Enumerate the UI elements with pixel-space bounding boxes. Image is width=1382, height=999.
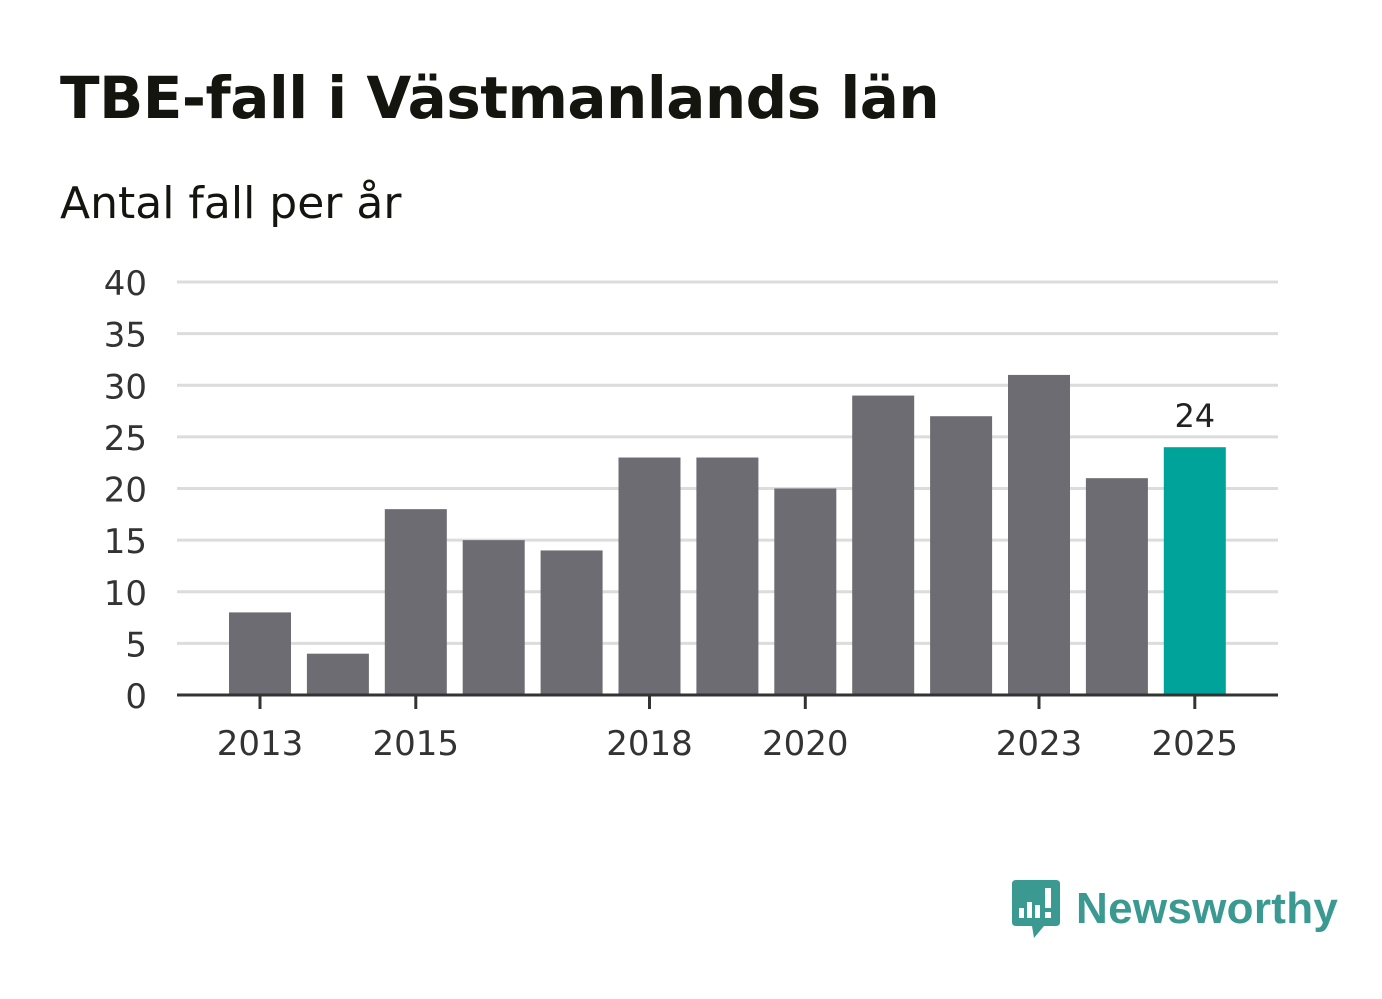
y-tick-label: 0 [125,677,147,717]
newsworthy-brand: Newsworthy [1010,878,1338,940]
y-tick-label: 5 [125,625,147,665]
bar [306,653,369,695]
y-tick-label: 40 [104,264,147,304]
brand-name: Newsworthy [1076,884,1339,933]
bar [1008,374,1070,695]
bar [384,509,447,695]
bar [462,540,525,695]
y-tick-label: 25 [104,419,147,459]
bar [540,550,603,695]
x-tick-label: 2013 [217,724,304,764]
bar [696,457,759,695]
y-tick-label: 15 [104,522,147,562]
x-tick-label: 2015 [373,724,460,764]
x-tick-label: 2020 [762,724,849,764]
bar [930,416,993,695]
newsworthy-logo-icon [1012,880,1060,938]
bar [618,457,681,695]
data-label: 24 [1174,397,1215,435]
y-tick-label: 10 [104,574,147,614]
bar [229,612,291,695]
y-tick-label: 20 [104,471,147,511]
x-tick-label: 2018 [606,724,693,764]
x-tick-label: 2025 [1152,724,1239,764]
x-tick-label: 2023 [996,724,1083,764]
bar [852,395,915,695]
chart-title: TBE-fall i Västmanlands län [60,64,940,132]
bar [1163,447,1226,695]
bar [774,488,837,695]
bar [1085,478,1148,695]
chart-subtitle: Antal fall per år [60,178,402,229]
y-tick-label: 35 [104,316,147,356]
y-tick-label: 30 [104,367,147,407]
